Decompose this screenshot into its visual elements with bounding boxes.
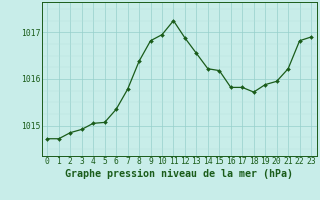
X-axis label: Graphe pression niveau de la mer (hPa): Graphe pression niveau de la mer (hPa): [65, 169, 293, 179]
